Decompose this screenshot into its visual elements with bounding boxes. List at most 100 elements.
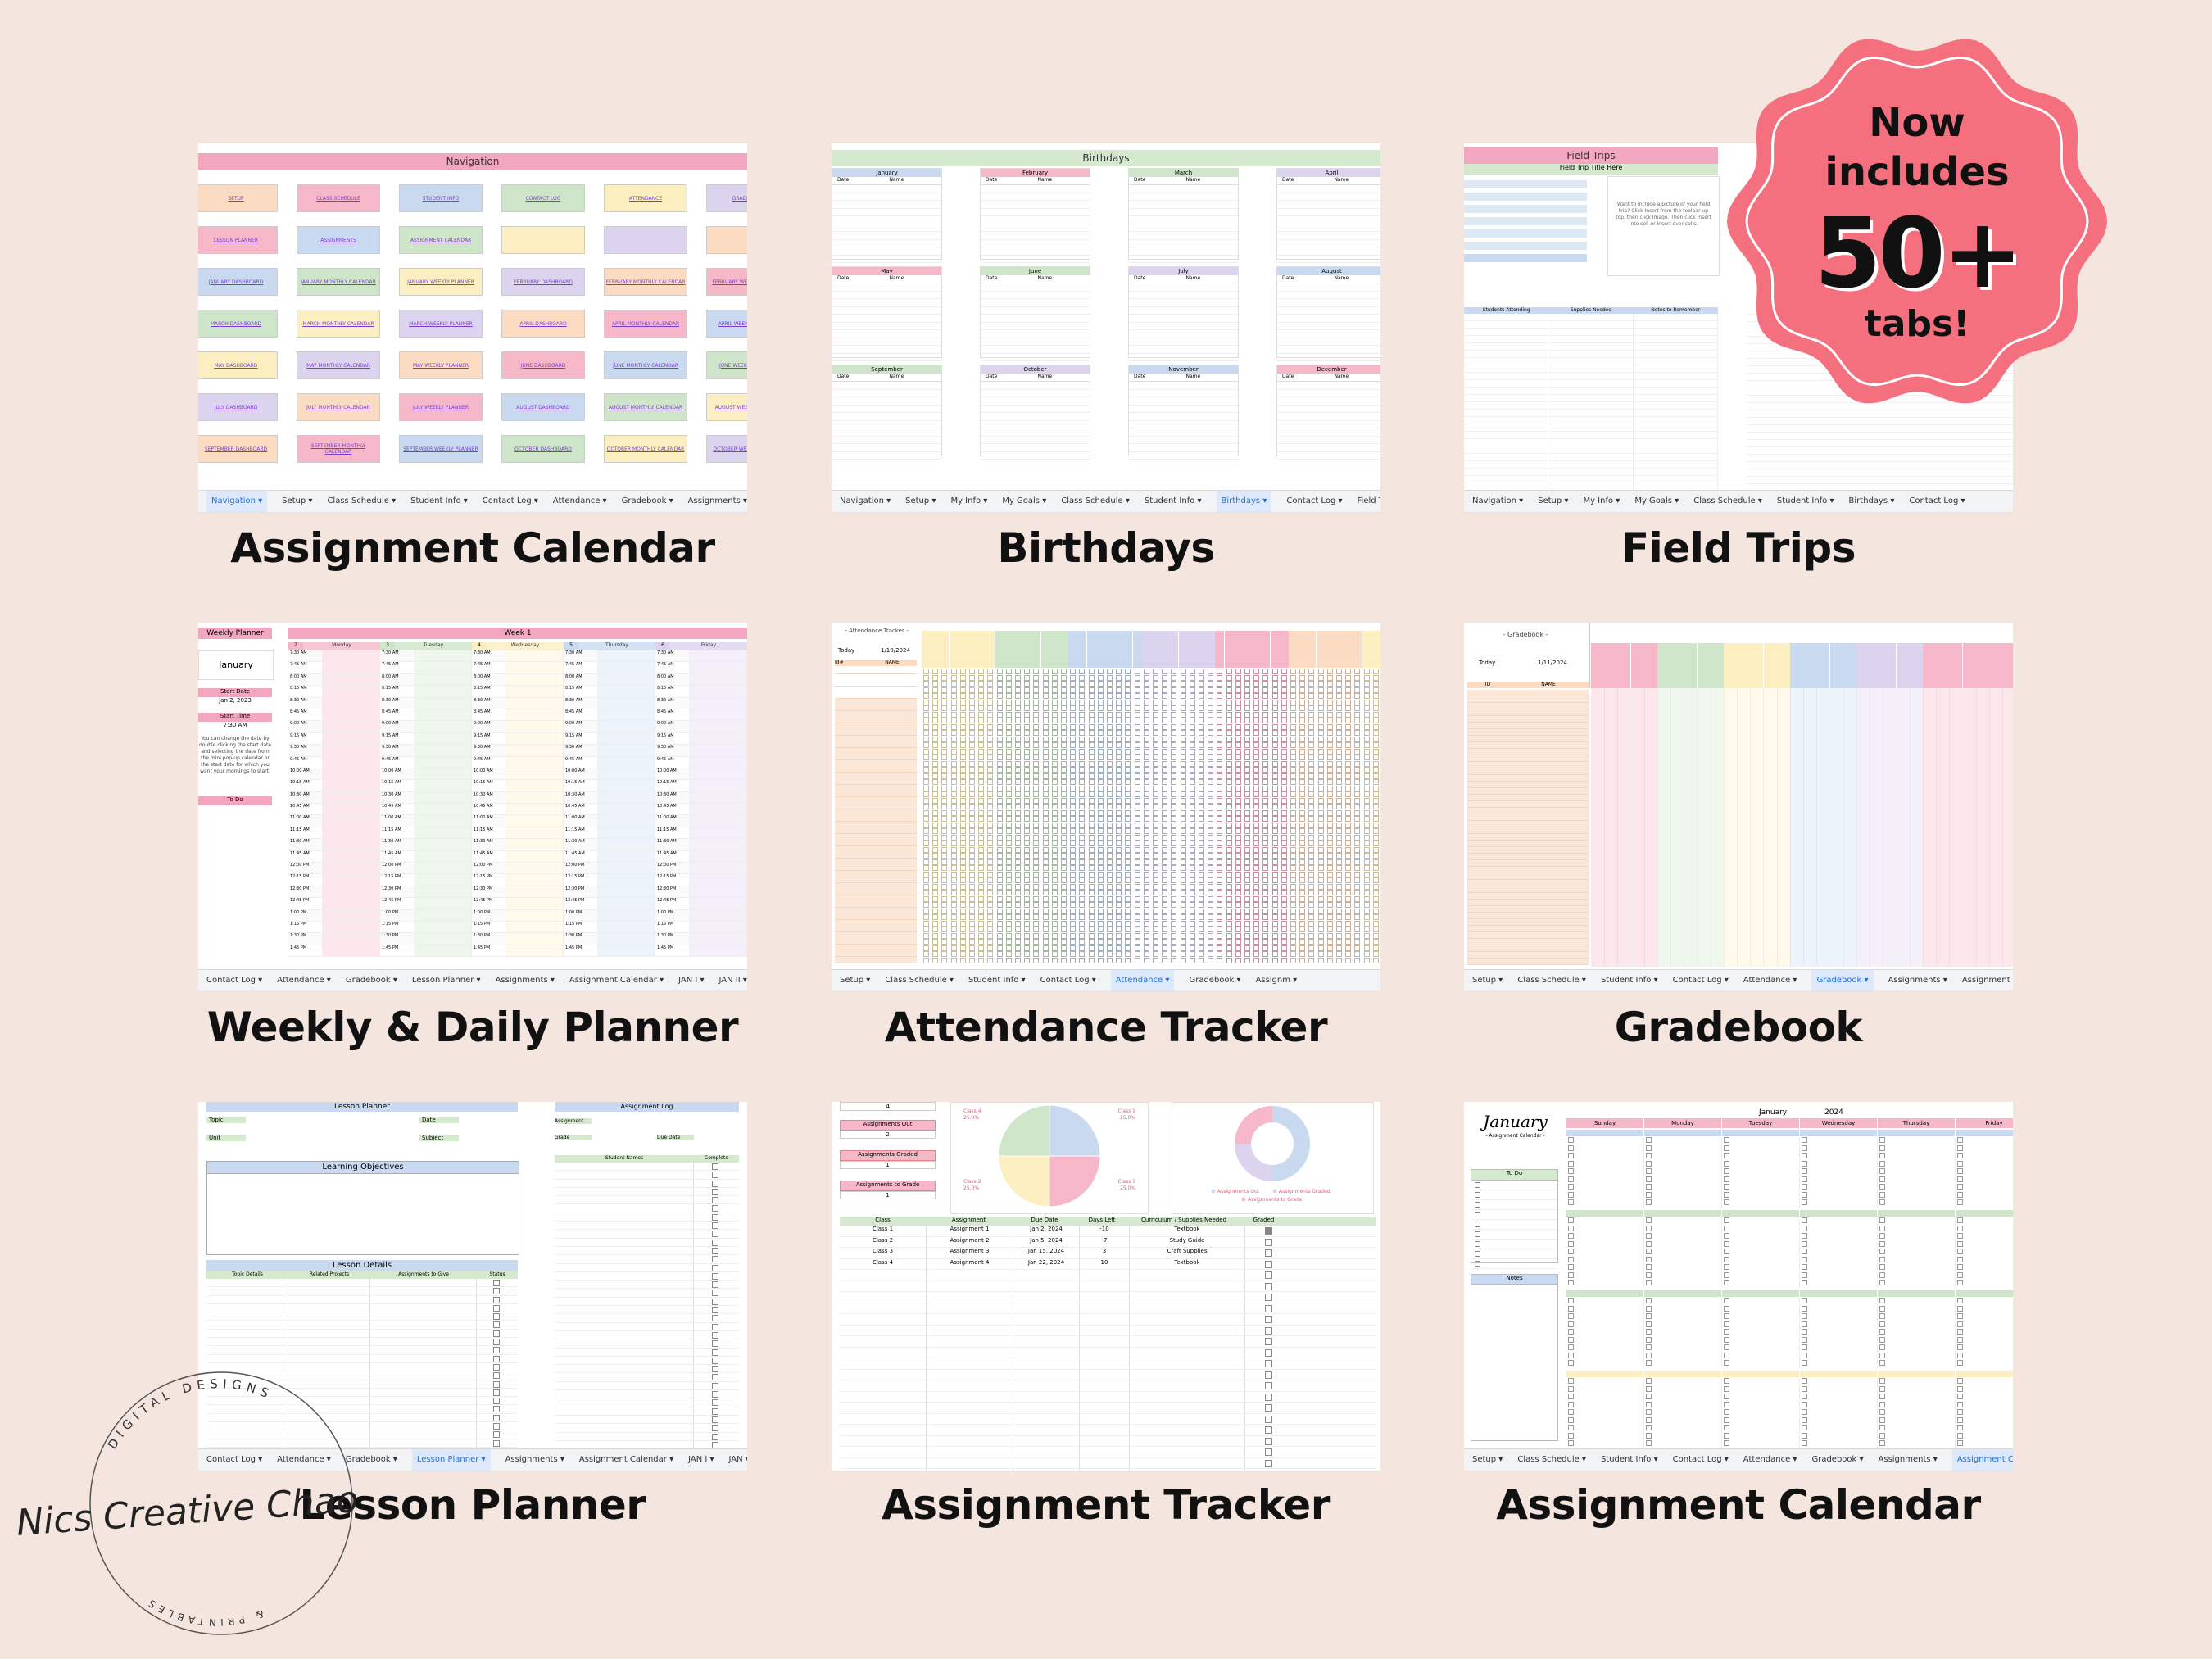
attendance-checkbox[interactable] <box>1354 914 1361 920</box>
attendance-checkbox[interactable] <box>1042 816 1049 822</box>
attendance-checkbox[interactable] <box>1281 742 1287 748</box>
attendance-checkbox[interactable] <box>1107 723 1113 730</box>
attendance-checkbox[interactable] <box>1290 809 1296 816</box>
attendance-checkbox[interactable] <box>1042 705 1049 711</box>
attendance-checkbox[interactable] <box>1235 865 1241 871</box>
attendance-checkbox[interactable] <box>941 669 948 674</box>
activity-cell[interactable] <box>321 874 380 886</box>
attendance-checkbox[interactable] <box>1153 895 1158 902</box>
attendance-checkbox[interactable] <box>1079 748 1086 755</box>
attendance-checkbox[interactable] <box>1281 859 1287 865</box>
attendance-checkbox[interactable] <box>1051 705 1058 711</box>
attendance-checkbox[interactable] <box>1363 877 1370 883</box>
attendance-checkbox[interactable] <box>1345 859 1352 865</box>
attendance-checkbox[interactable] <box>1143 681 1149 687</box>
attendance-checkbox[interactable] <box>1116 736 1122 742</box>
activity-cell[interactable] <box>688 791 747 804</box>
attendance-checkbox[interactable] <box>1079 871 1086 877</box>
attendance-checkbox[interactable] <box>1070 718 1077 723</box>
assignment-checkbox[interactable] <box>1724 1313 1729 1319</box>
attendance-checkbox[interactable] <box>1024 711 1031 718</box>
attendance-checkbox[interactable] <box>1217 920 1223 927</box>
student-name-cell[interactable] <box>555 1222 695 1230</box>
attendance-checkbox[interactable] <box>932 846 939 853</box>
attendance-checkbox[interactable] <box>1217 846 1223 853</box>
attendance-checkbox[interactable] <box>1208 908 1214 914</box>
attendance-checkbox[interactable] <box>987 834 994 841</box>
attendance-checkbox[interactable] <box>1363 890 1370 895</box>
attendance-checkbox[interactable] <box>1345 809 1352 816</box>
attendance-checkbox[interactable] <box>987 859 994 865</box>
attendance-checkbox[interactable] <box>932 883 939 890</box>
class-cell[interactable] <box>840 1469 927 1471</box>
attendance-checkbox[interactable] <box>1271 736 1278 742</box>
attendance-checkbox[interactable] <box>1308 718 1315 723</box>
attendance-checkbox[interactable] <box>950 748 957 755</box>
attendance-checkbox[interactable] <box>1070 908 1077 914</box>
attendance-checkbox[interactable] <box>1290 822 1296 828</box>
attendance-checkbox[interactable] <box>1317 699 1324 705</box>
attendance-checkbox[interactable] <box>1208 681 1214 687</box>
attendance-checkbox[interactable] <box>1189 883 1195 890</box>
attendance-checkbox[interactable] <box>1162 773 1168 779</box>
attendance-checkbox[interactable] <box>1061 669 1067 674</box>
activity-cell[interactable] <box>596 933 655 945</box>
nav-link-button[interactable]: OCTOBER MONTHLY CALENDAR <box>604 435 687 463</box>
birthday-row[interactable] <box>1129 292 1238 299</box>
attendance-checkbox[interactable] <box>950 865 957 871</box>
attendance-checkbox[interactable] <box>1290 895 1296 902</box>
attendance-checkbox[interactable] <box>923 699 929 705</box>
attendance-checkbox[interactable] <box>969 674 975 681</box>
student-name-cell[interactable] <box>555 1163 695 1171</box>
activity-cell[interactable] <box>505 804 564 815</box>
details-cell[interactable] <box>370 1338 478 1346</box>
attendance-checkbox[interactable] <box>932 674 939 681</box>
attendance-checkbox[interactable] <box>1354 951 1361 957</box>
birthday-row[interactable] <box>1129 224 1238 232</box>
attendance-checkbox[interactable] <box>1180 834 1186 841</box>
activity-cell[interactable] <box>596 791 655 804</box>
details-cell[interactable] <box>370 1422 478 1430</box>
attendance-checkbox[interactable] <box>1253 699 1260 705</box>
assignment-checkbox[interactable] <box>1724 1344 1729 1350</box>
attendance-checkbox[interactable] <box>1033 859 1040 865</box>
attendance-checkbox[interactable] <box>1235 797 1241 804</box>
attendance-checkbox[interactable] <box>987 779 994 785</box>
attendance-checkbox[interactable] <box>1171 705 1177 711</box>
activity-cell[interactable] <box>413 791 472 804</box>
attendance-checkbox[interactable] <box>987 718 994 723</box>
attendance-checkbox[interactable] <box>1345 767 1352 773</box>
attendance-checkbox[interactable] <box>1143 669 1149 674</box>
attendance-checkbox[interactable] <box>1372 718 1379 723</box>
attendance-checkbox[interactable] <box>1290 865 1296 871</box>
attendance-checkbox[interactable] <box>1253 674 1260 681</box>
details-cell[interactable] <box>288 1422 371 1430</box>
attendance-checkbox[interactable] <box>1070 846 1077 853</box>
assignment-checkbox[interactable] <box>1568 1160 1574 1167</box>
attendance-checkbox[interactable] <box>1015 841 1021 846</box>
attendance-checkbox[interactable] <box>1107 957 1113 963</box>
details-cell[interactable] <box>206 1388 289 1397</box>
attendance-checkbox[interactable] <box>1079 945 1086 951</box>
attendance-checkbox[interactable] <box>1079 693 1086 699</box>
attendance-checkbox[interactable] <box>1226 785 1232 791</box>
attendance-checkbox[interactable] <box>1345 828 1352 834</box>
assignment-checkbox[interactable] <box>1724 1137 1729 1143</box>
attendance-checkbox[interactable] <box>1363 804 1370 809</box>
birthday-row[interactable] <box>1277 382 1380 390</box>
attendance-checkbox[interactable] <box>959 693 966 699</box>
attendance-checkbox[interactable] <box>969 895 975 902</box>
attendance-checkbox[interactable] <box>1088 914 1095 920</box>
attendance-checkbox[interactable] <box>1253 816 1260 822</box>
sheet-tab[interactable]: Birthdays ▾ <box>1848 496 1895 505</box>
assignment-checkbox[interactable] <box>1802 1184 1807 1190</box>
attendance-checkbox[interactable] <box>1180 890 1186 895</box>
attendance-checkbox[interactable] <box>1162 693 1168 699</box>
attendance-checkbox[interactable] <box>1217 785 1223 791</box>
attendance-checkbox[interactable] <box>978 871 985 877</box>
attendance-checkbox[interactable] <box>978 834 985 841</box>
attendance-checkbox[interactable] <box>1134 699 1140 705</box>
assignment-checkbox[interactable] <box>1879 1313 1885 1319</box>
attendance-checkbox[interactable] <box>1097 834 1104 841</box>
attendance-checkbox[interactable] <box>1208 755 1214 760</box>
